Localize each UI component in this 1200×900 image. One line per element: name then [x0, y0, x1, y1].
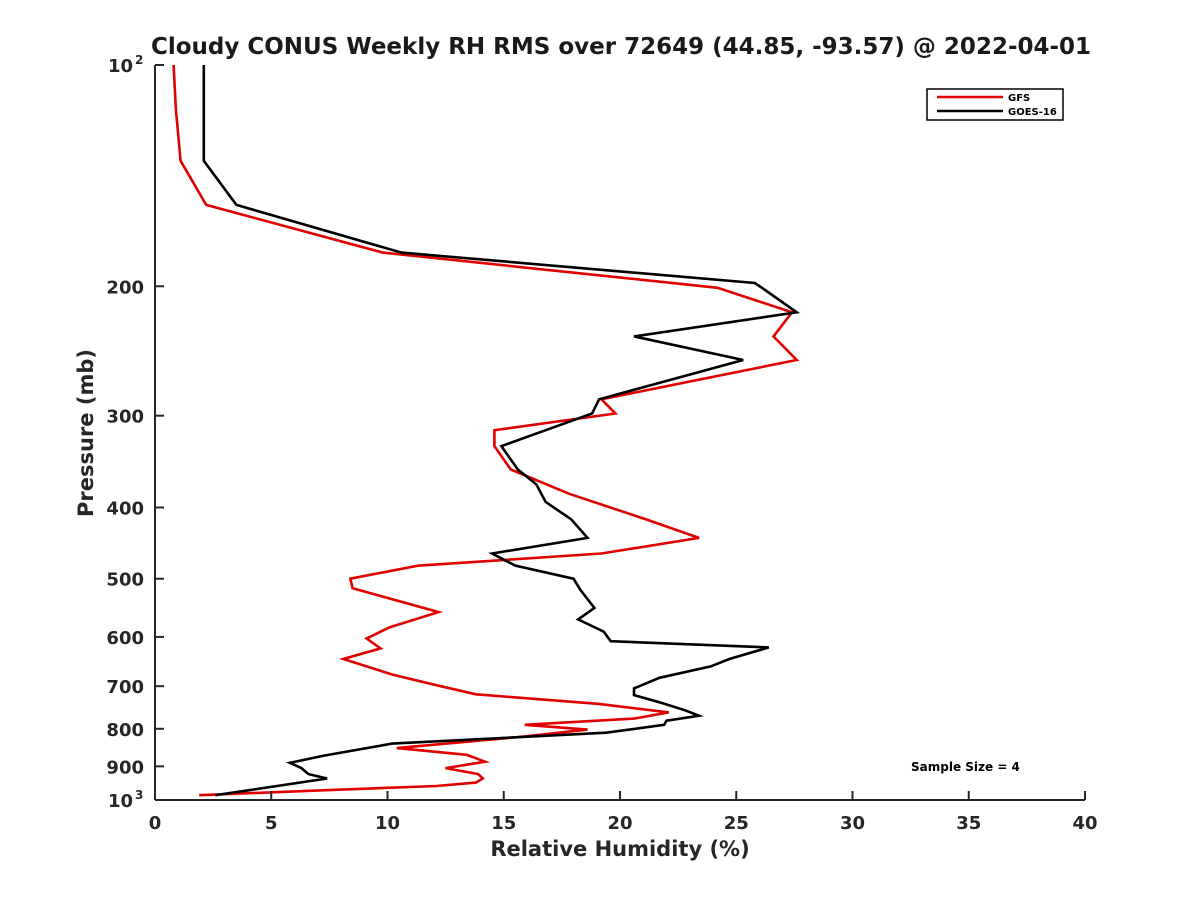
y-tick-label: 10 — [108, 56, 133, 77]
series-line-gfs — [172, 64, 800, 797]
legend: GFS GOES-16 — [926, 88, 1064, 121]
y-tick-label: 10 — [108, 791, 133, 812]
x-axis-label: Relative Humidity (%) — [490, 837, 749, 861]
y-axis-label: Pressure (mb) — [74, 349, 98, 517]
y-tick-exponent: 2 — [135, 53, 143, 67]
x-tick-label: 15 — [491, 813, 516, 834]
y-tick-label: 200 — [106, 277, 144, 298]
x-tick-label: 40 — [1072, 813, 1097, 834]
x-tick-label: 10 — [375, 813, 400, 834]
plot-area — [172, 64, 801, 797]
y-tick-label: 600 — [106, 628, 144, 649]
x-tick-label: 20 — [607, 813, 632, 834]
x-tick-label: 30 — [840, 813, 865, 834]
x-tick-label: 35 — [956, 813, 981, 834]
sample-size-annotation: Sample Size = 4 — [911, 760, 1020, 774]
legend-box — [926, 88, 1064, 121]
x-tick-label: 0 — [149, 813, 162, 834]
chart-title: Cloudy CONUS Weekly RH RMS over 72649 (4… — [151, 34, 1091, 60]
y-tick-label: 700 — [106, 677, 144, 698]
x-axis-ticks: 0 5 10 15 20 25 30 35 40 — [149, 791, 1098, 834]
x-tick-label: 25 — [724, 813, 749, 834]
y-tick-label: 900 — [106, 757, 144, 778]
series-line-goes-16 — [202, 65, 801, 797]
legend-label-gfs: GFS — [1008, 93, 1030, 104]
y-tick-label: 800 — [106, 720, 144, 741]
x-tick-label: 5 — [265, 813, 278, 834]
y-tick-label: 300 — [106, 407, 144, 428]
y-tick-label: 500 — [106, 570, 144, 591]
y-tick-exponent: 3 — [135, 788, 143, 802]
legend-label-goes16: GOES-16 — [1008, 107, 1057, 118]
y-tick-label: 400 — [106, 499, 144, 520]
